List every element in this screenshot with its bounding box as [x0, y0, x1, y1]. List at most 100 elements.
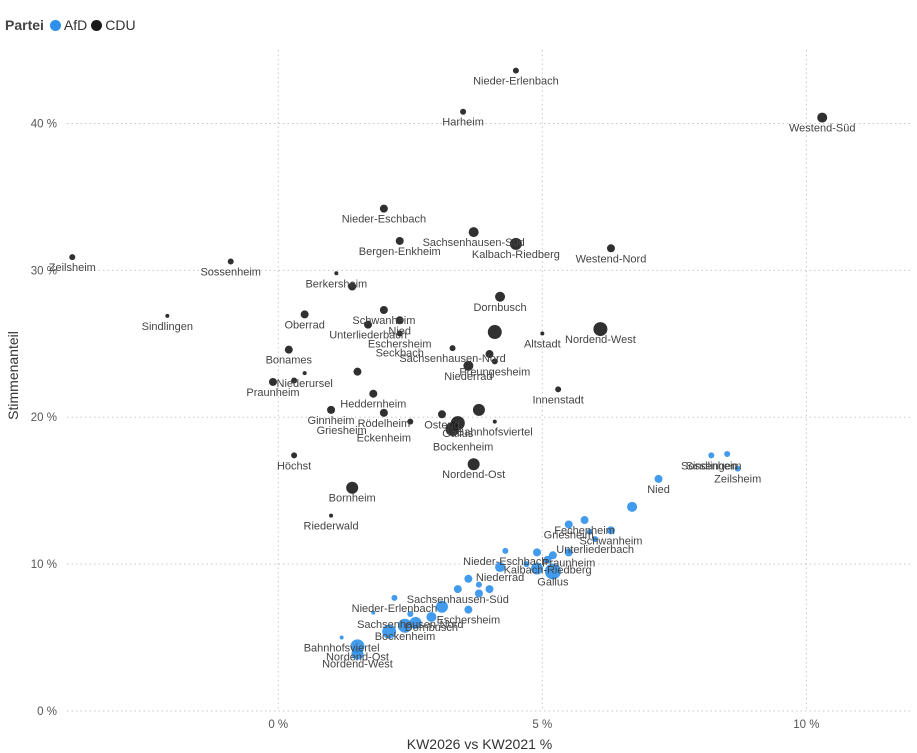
data-point[interactable]	[302, 371, 307, 376]
data-point[interactable]	[654, 474, 663, 483]
data-point[interactable]	[491, 358, 498, 365]
data-point[interactable]	[463, 360, 474, 371]
data-label: Innenstadt	[532, 394, 583, 406]
data-point[interactable]	[548, 551, 557, 560]
data-point[interactable]	[512, 67, 519, 74]
data-point[interactable]	[485, 585, 494, 594]
data-point[interactable]	[540, 331, 545, 336]
data-label: Sachsenhausen-Süd	[407, 594, 509, 606]
data-point[interactable]	[734, 465, 741, 472]
legend-item-cdu[interactable]: CDU	[91, 17, 136, 33]
data-label: Schwanheim	[352, 315, 415, 327]
data-point[interactable]	[398, 618, 412, 633]
data-point[interactable]	[544, 563, 561, 580]
data-label: Sachsenhausen-Nord	[399, 353, 505, 365]
data-point[interactable]	[334, 271, 339, 276]
data-point[interactable]	[291, 452, 298, 459]
data-point[interactable]	[327, 405, 336, 414]
data-point[interactable]	[564, 548, 573, 557]
data-label: Gallus	[442, 428, 474, 440]
data-point[interactable]	[437, 410, 446, 419]
data-point[interactable]	[468, 227, 479, 238]
data-point[interactable]	[284, 345, 293, 354]
legend-title: Partei	[5, 17, 44, 33]
data-point[interactable]	[351, 647, 364, 660]
data-point[interactable]	[580, 516, 589, 525]
y-tick-label: 0 %	[37, 706, 57, 718]
data-point[interactable]	[379, 408, 388, 417]
x-tick-label: 10 %	[793, 719, 819, 731]
data-point[interactable]	[817, 112, 828, 123]
data-point[interactable]	[371, 610, 376, 615]
data-point[interactable]	[445, 421, 460, 436]
data-point[interactable]	[492, 419, 497, 424]
data-label: Dornbusch	[473, 302, 526, 314]
data-point[interactable]	[523, 561, 530, 568]
data-point[interactable]	[474, 589, 483, 598]
data-label: Eschersheim	[437, 615, 501, 627]
data-point[interactable]	[592, 536, 599, 543]
data-point[interactable]	[379, 204, 388, 213]
data-point[interactable]	[509, 237, 522, 250]
data-label: Ostend	[424, 419, 459, 431]
data-point[interactable]	[485, 350, 494, 359]
data-point[interactable]	[724, 450, 731, 457]
data-point[interactable]	[495, 291, 506, 302]
data-point[interactable]	[407, 418, 414, 425]
data-point[interactable]	[395, 236, 404, 245]
data-point[interactable]	[467, 458, 480, 471]
data-point[interactable]	[472, 403, 485, 416]
data-point[interactable]	[369, 389, 378, 398]
data-point[interactable]	[364, 320, 373, 329]
data-point[interactable]	[268, 377, 277, 386]
data-label: Heddernheim	[340, 399, 406, 411]
data-point[interactable]	[502, 547, 509, 554]
data-point[interactable]	[379, 305, 388, 314]
data-point[interactable]	[395, 316, 404, 325]
data-point[interactable]	[531, 562, 544, 575]
data-point[interactable]	[346, 481, 359, 494]
data-point[interactable]	[300, 310, 309, 319]
data-point[interactable]	[453, 585, 462, 594]
data-point[interactable]	[227, 258, 234, 265]
data-point[interactable]	[533, 548, 542, 557]
data-point[interactable]	[426, 611, 437, 622]
data-label: Griesheim	[317, 425, 367, 437]
data-point[interactable]	[348, 282, 357, 291]
data-point[interactable]	[329, 513, 334, 518]
data-point[interactable]	[487, 325, 502, 340]
data-label: Sossenheim	[681, 460, 742, 472]
data-point[interactable]	[464, 605, 473, 614]
data-point[interactable]	[396, 330, 403, 337]
data-point[interactable]	[69, 254, 76, 261]
data-points	[69, 67, 828, 660]
data-point[interactable]	[586, 528, 593, 535]
data-point[interactable]	[165, 313, 170, 318]
data-point[interactable]	[291, 377, 298, 384]
data-point[interactable]	[449, 345, 456, 352]
data-labels: SindlingenSossenheimZeilsheimNiedFechenh…	[49, 76, 856, 671]
data-point[interactable]	[475, 581, 482, 588]
data-point[interactable]	[627, 501, 638, 512]
data-point[interactable]	[564, 520, 573, 529]
data-point[interactable]	[339, 635, 344, 640]
data-point[interactable]	[409, 616, 422, 629]
data-label: Nieder-Erlenbach	[473, 76, 559, 88]
data-point[interactable]	[460, 108, 467, 115]
data-point[interactable]	[543, 555, 552, 564]
data-point[interactable]	[593, 322, 608, 337]
data-point[interactable]	[382, 624, 397, 639]
data-point[interactable]	[606, 244, 615, 253]
data-point[interactable]	[391, 594, 398, 601]
data-point[interactable]	[407, 611, 414, 618]
data-point[interactable]	[606, 526, 615, 535]
y-tick-label: 40 %	[31, 118, 57, 130]
legend-item-afd[interactable]: AfD	[49, 17, 87, 33]
data-point[interactable]	[464, 574, 473, 583]
data-point[interactable]	[555, 386, 562, 393]
data-point[interactable]	[495, 562, 506, 573]
data-point[interactable]	[353, 367, 362, 376]
data-point[interactable]	[435, 600, 448, 613]
data-point[interactable]	[708, 452, 715, 459]
